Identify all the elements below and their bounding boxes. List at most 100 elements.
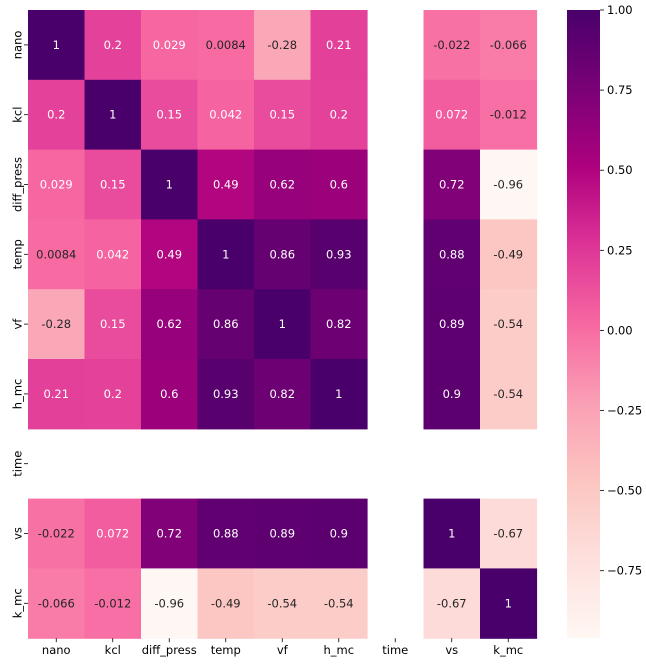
heatmap-cell-h_mc-diff_press xyxy=(141,359,199,430)
heatmap-cell-nano-nano xyxy=(28,10,86,81)
cell-label-temp-temp: 1 xyxy=(222,247,229,261)
heatmap-cell-temp-vf xyxy=(254,219,312,290)
cell-label-temp-kcl: 0.042 xyxy=(96,247,129,261)
cell-label-k_mc-nano: -0.066 xyxy=(38,596,75,610)
cell-label-nano-diff_press: 0.029 xyxy=(153,38,186,52)
cell-label-h_mc-h_mc: 1 xyxy=(335,387,342,401)
cell-label-kcl-nano: 0.2 xyxy=(47,108,65,122)
heatmap-cell-diff_press-nano xyxy=(28,149,86,220)
heatmap-cell-k_mc-h_mc xyxy=(310,568,368,639)
heatmap-cell-nano-h_mc xyxy=(310,10,368,81)
heatmap-cell-temp-nano xyxy=(28,219,86,290)
heatmap-cell-kcl-h_mc xyxy=(310,79,368,151)
cell-label-kcl-vf: 0.15 xyxy=(269,108,295,122)
heatmap-cell-vf-temp xyxy=(197,289,255,360)
heatmap-cell-diff_press-temp xyxy=(197,149,255,220)
heatmap-cell-vf-k_mc xyxy=(480,289,538,360)
cell-label-diff_press-temp: 0.49 xyxy=(213,178,239,192)
y-tick-label-nano: nano xyxy=(11,31,25,60)
cell-label-kcl-h_mc: 0.2 xyxy=(330,108,348,122)
heatmap-cell-h_mc-h_mc xyxy=(310,359,368,430)
cell-label-vs-h_mc: 0.9 xyxy=(330,527,348,541)
heatmap-cell-diff_press-vs xyxy=(423,149,481,220)
heatmap-cell-kcl-diff_press xyxy=(141,79,199,151)
cell-label-diff_press-nano: 0.029 xyxy=(40,178,73,192)
heatmap-cell-temp-kcl xyxy=(84,219,142,290)
heatmap-cell-vf-kcl xyxy=(84,289,142,360)
x-tick-label-temp: temp xyxy=(211,643,241,657)
y-tick-label-h_mc: h_mc xyxy=(11,379,25,410)
heatmap-cell-nano-k_mc xyxy=(480,10,538,81)
colorbar: 1.00 0.75 0.50 0.25 0.00 −0.25 −0.50 −0.75 xyxy=(567,3,642,638)
x-tick-label-vs: vs xyxy=(445,643,458,657)
heatmap-cell-k_mc-diff_press xyxy=(141,568,199,639)
heatmap-cell-h_mc-vs xyxy=(423,359,481,430)
cell-label-temp-vs: 0.88 xyxy=(439,247,465,261)
cell-label-k_mc-h_mc: -0.54 xyxy=(324,596,354,610)
cell-label-nano-nano: 1 xyxy=(53,38,60,52)
cell-label-vf-nano: -0.28 xyxy=(41,317,71,331)
cell-label-diff_press-vf: 0.62 xyxy=(269,178,295,192)
cell-label-temp-nano: 0.0084 xyxy=(36,247,76,261)
cell-label-kcl-kcl: 1 xyxy=(109,108,116,122)
x-tick-label-vf: vf xyxy=(277,643,289,657)
cell-label-vs-temp: 0.88 xyxy=(213,527,239,541)
cell-label-diff_press-h_mc: 0.6 xyxy=(330,178,348,192)
cell-label-nano-k_mc: -0.066 xyxy=(490,38,527,52)
heatmap-cell-nano-kcl xyxy=(84,10,142,81)
cell-label-vf-k_mc: -0.54 xyxy=(493,317,523,331)
heatmap-cell-diff_press-kcl xyxy=(84,149,142,220)
heatmap-cell-vf-h_mc xyxy=(310,289,368,360)
heatmap-cell-vs-h_mc xyxy=(310,498,368,569)
heatmap-cell-vf-vf xyxy=(254,289,312,360)
heatmap-cell-temp-diff_press xyxy=(141,219,199,290)
x-axis: nano kcl diff_press temp vf h_mc time vs k_mc xyxy=(42,638,523,657)
colorbar-tick-label: 0.25 xyxy=(607,243,633,257)
cell-label-kcl-k_mc: -0.012 xyxy=(490,108,527,122)
colorbar-tick-label: −0.25 xyxy=(607,404,642,418)
cell-label-nano-h_mc: 0.21 xyxy=(326,38,352,52)
heatmap-cell-kcl-vf xyxy=(254,79,312,151)
cell-label-k_mc-temp: -0.49 xyxy=(211,596,241,610)
heatmap-cell-h_mc-temp xyxy=(197,359,255,430)
cell-label-kcl-vs: 0.072 xyxy=(435,108,468,122)
heatmap-cell-kcl-vs xyxy=(423,79,481,151)
heatmap-cell-k_mc-k_mc xyxy=(480,568,538,639)
cell-label-temp-h_mc: 0.93 xyxy=(326,247,352,261)
heatmap-cell-k_mc-temp xyxy=(197,568,255,639)
cell-label-k_mc-k_mc: 1 xyxy=(505,596,512,610)
cell-label-h_mc-vf: 0.82 xyxy=(269,387,295,401)
cell-label-diff_press-k_mc: -0.96 xyxy=(493,178,523,192)
cell-label-h_mc-k_mc: -0.54 xyxy=(493,387,523,401)
y-tick-label-vs: vs xyxy=(11,527,25,540)
x-tick-label-time: time xyxy=(382,643,408,657)
heatmap-cells xyxy=(28,10,538,639)
heatmap-cell-kcl-temp xyxy=(197,79,255,151)
heatmap-cell-diff_press-k_mc xyxy=(480,149,538,220)
colorbar-gradient xyxy=(567,10,600,638)
heatmap-cell-vs-diff_press xyxy=(141,498,199,569)
y-tick-label-time: time xyxy=(11,451,25,477)
heatmap-cell-h_mc-nano xyxy=(28,359,86,430)
colorbar-tick-label: −0.50 xyxy=(607,484,642,498)
cell-label-k_mc-vf: -0.54 xyxy=(267,596,297,610)
cell-label-vf-vs: 0.89 xyxy=(439,317,465,331)
cell-label-nano-vs: -0.022 xyxy=(433,38,470,52)
heatmap-cell-vs-kcl xyxy=(84,498,142,569)
heatmap-cell-k_mc-kcl xyxy=(84,568,142,639)
heatmap-cell-k_mc-vf xyxy=(254,568,312,639)
cell-label-vf-vf: 1 xyxy=(279,317,286,331)
heatmap-cell-kcl-k_mc xyxy=(480,79,538,151)
x-tick-label-nano: nano xyxy=(42,643,71,657)
y-tick-label-temp: temp xyxy=(11,239,25,269)
heatmap-cell-temp-temp xyxy=(197,219,255,290)
heatmap-cell-nano-vf xyxy=(254,10,312,81)
cell-label-temp-diff_press: 0.49 xyxy=(156,247,182,261)
cell-label-vf-diff_press: 0.62 xyxy=(156,317,182,331)
cell-label-diff_press-kcl: 0.15 xyxy=(100,178,126,192)
heatmap-cell-vs-vs xyxy=(423,498,481,569)
cell-label-h_mc-vs: 0.9 xyxy=(443,387,461,401)
